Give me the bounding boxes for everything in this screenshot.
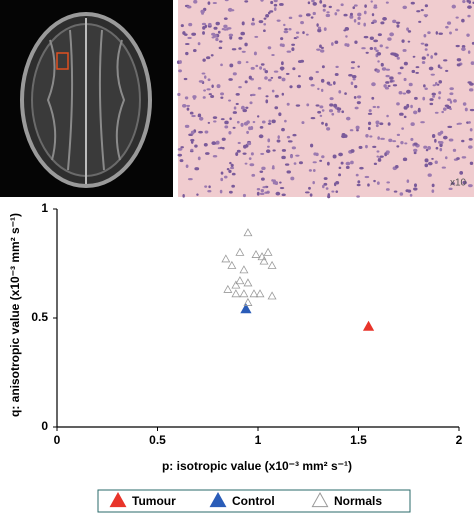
point — [239, 289, 249, 298]
x-tick-label: 0.5 — [149, 433, 166, 447]
point — [227, 260, 237, 269]
point — [221, 254, 231, 263]
legend-marker — [209, 491, 227, 508]
y-tick-label: 1 — [41, 201, 48, 215]
point — [243, 228, 253, 237]
point — [231, 280, 241, 289]
y-tick-label: 0 — [41, 419, 48, 433]
point — [243, 278, 253, 287]
y-axis-label: q: anisotropic value (x10⁻³ mm² s⁻¹) — [8, 213, 22, 417]
point — [267, 260, 277, 269]
legend-marker — [109, 491, 127, 508]
x-tick-label: 1.5 — [350, 433, 367, 447]
point — [267, 291, 277, 300]
x-tick-label: 0 — [54, 433, 61, 447]
point — [240, 303, 252, 314]
point — [263, 247, 273, 256]
chart: p: isotropic value (x10⁻³ mm² s⁻¹) q: an… — [8, 201, 463, 513]
point — [235, 247, 245, 256]
point — [257, 252, 267, 261]
mri-image — [0, 0, 173, 197]
point — [223, 284, 233, 293]
legend-label: Control — [232, 494, 275, 508]
legend-label: Normals — [334, 494, 382, 508]
legend-box — [97, 489, 411, 513]
point — [243, 297, 253, 306]
x-tick-label: 1 — [255, 433, 262, 447]
histology-image — [176, 0, 474, 199]
point — [249, 289, 259, 298]
legend-marker — [311, 491, 329, 508]
x-axis-label: p: isotropic value (x10⁻³ mm² s⁻¹) — [162, 459, 352, 473]
point — [259, 256, 269, 265]
point — [239, 265, 249, 274]
magnification-label: x10 — [450, 178, 467, 189]
point — [231, 289, 241, 298]
point — [255, 289, 265, 298]
point — [251, 249, 261, 258]
x-tick-label: 2 — [456, 433, 463, 447]
point — [235, 276, 245, 285]
point — [362, 320, 375, 331]
y-tick-label: 0.5 — [31, 310, 48, 324]
legend-label: Tumour — [132, 494, 176, 508]
